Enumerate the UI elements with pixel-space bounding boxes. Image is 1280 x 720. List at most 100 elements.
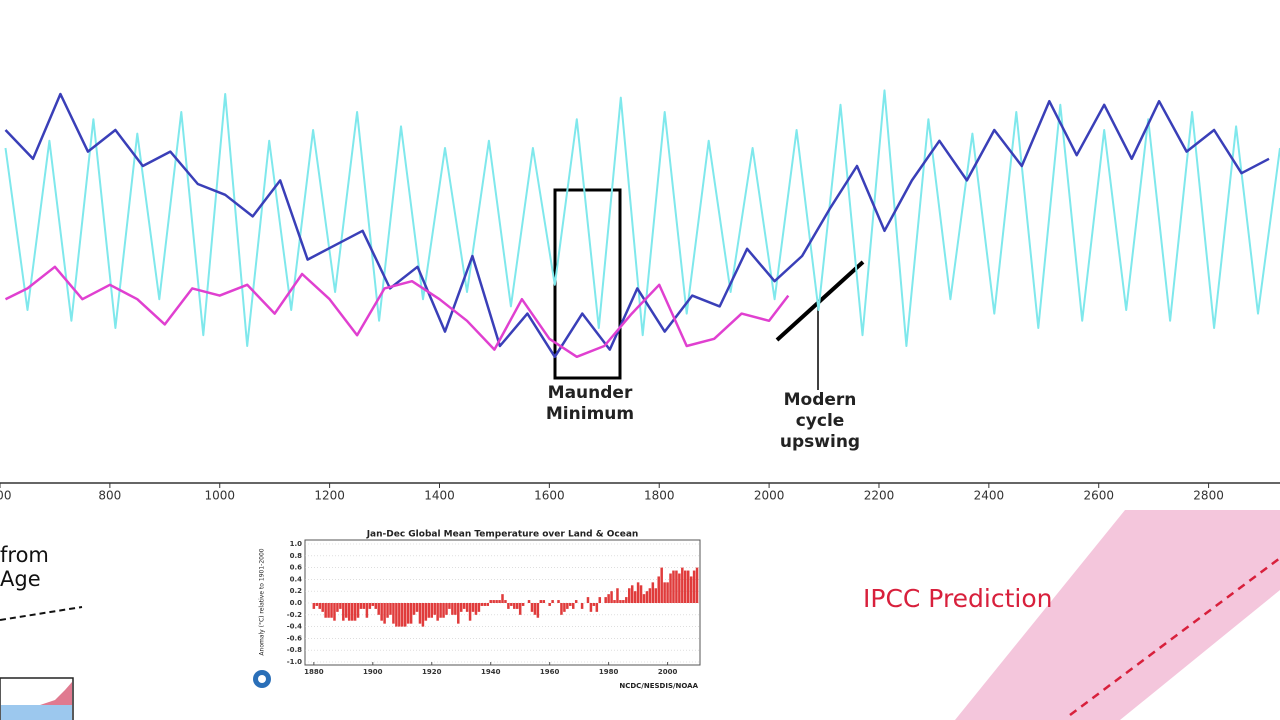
bar [586,597,590,603]
bar [324,603,327,618]
y-tick-label: -0.2 [287,611,302,619]
bar [418,603,422,624]
bar [548,603,551,606]
bar [574,600,578,603]
bar [333,603,336,621]
bar [622,600,625,603]
bar [666,582,669,603]
bar [498,600,501,603]
bar [421,603,425,627]
bar [415,603,419,612]
y-tick-label: -1.0 [287,658,302,666]
bar [356,603,360,618]
bar [359,603,363,609]
x-tick-label: 2000 [658,668,678,676]
bar [347,603,351,621]
bar [318,603,321,609]
bar [315,603,319,606]
bar [580,603,584,609]
bar [657,576,660,603]
bar [630,585,634,603]
bar [321,603,324,612]
x-tick-label: 600 [0,489,11,503]
bar [642,594,646,603]
y-tick-label: -0.6 [287,634,302,642]
bar [557,600,560,603]
ipcc-dashed-line [1069,556,1280,717]
bar [604,597,607,603]
annotation: Minimum [546,404,634,424]
x-tick-label: 2600 [1083,489,1114,503]
bar [595,603,599,612]
bar [695,567,699,603]
bar [371,603,375,606]
bar [648,588,652,603]
bar [350,603,354,621]
y-axis-label: Anomaly (°C) relative to 1901-2000 [259,548,266,655]
bar [465,603,469,612]
bar [477,603,481,612]
bar [474,603,478,615]
x-tick-label: 1800 [644,489,675,503]
bar [486,603,490,606]
bar [451,603,454,615]
x-tick-label: 2200 [864,489,895,503]
y-tick-label: -0.4 [287,623,302,631]
y-tick-label: 0.2 [290,587,303,595]
bar [489,600,492,603]
bar [398,603,401,627]
bar [412,603,416,615]
bar [536,603,540,618]
y-tick-label: 0.8 [290,552,303,560]
bar [645,591,649,603]
bar [501,594,504,603]
bar [518,603,522,615]
bar [686,570,690,603]
x-tick-label: 2400 [974,489,1005,503]
bar [365,603,369,618]
bar [448,603,451,609]
bar [471,603,475,612]
left-mini-fill-blue [1,705,72,720]
bar [660,567,663,603]
bar [403,603,407,627]
x-tick-label: 1000 [204,489,235,503]
bar [651,582,655,603]
y-tick-label: 0.6 [290,564,303,572]
y-tick-label: 1.0 [290,540,303,548]
bar [386,603,389,618]
bar [681,567,684,603]
bar [619,600,622,603]
x-tick-label: 1960 [540,668,560,676]
x-tick-label: 1980 [599,668,619,676]
bar [610,591,613,603]
bar [383,603,386,624]
bar [571,603,575,609]
bar [510,603,513,606]
left-text: from [0,543,49,567]
bar [639,585,643,603]
bar [454,603,457,615]
bar [533,603,537,615]
bar [589,603,593,612]
bar [563,603,566,612]
bar [459,603,463,612]
bar [336,603,339,612]
bar [669,573,672,603]
series-line [4,265,790,359]
bar [560,603,563,615]
bar [507,603,510,609]
bar [625,597,628,603]
bar [513,603,516,609]
chart-title: Jan-Dec Global Mean Temperature over Lan… [366,530,639,540]
bar [380,603,383,621]
bar [542,600,546,603]
bar [521,603,525,606]
bar [607,594,610,603]
bar [483,603,487,606]
source-label: NCDC/NESDIS/NOAA [619,682,698,690]
y-tick-label: -0.8 [287,646,302,654]
bar [427,603,431,618]
bar [433,603,436,615]
